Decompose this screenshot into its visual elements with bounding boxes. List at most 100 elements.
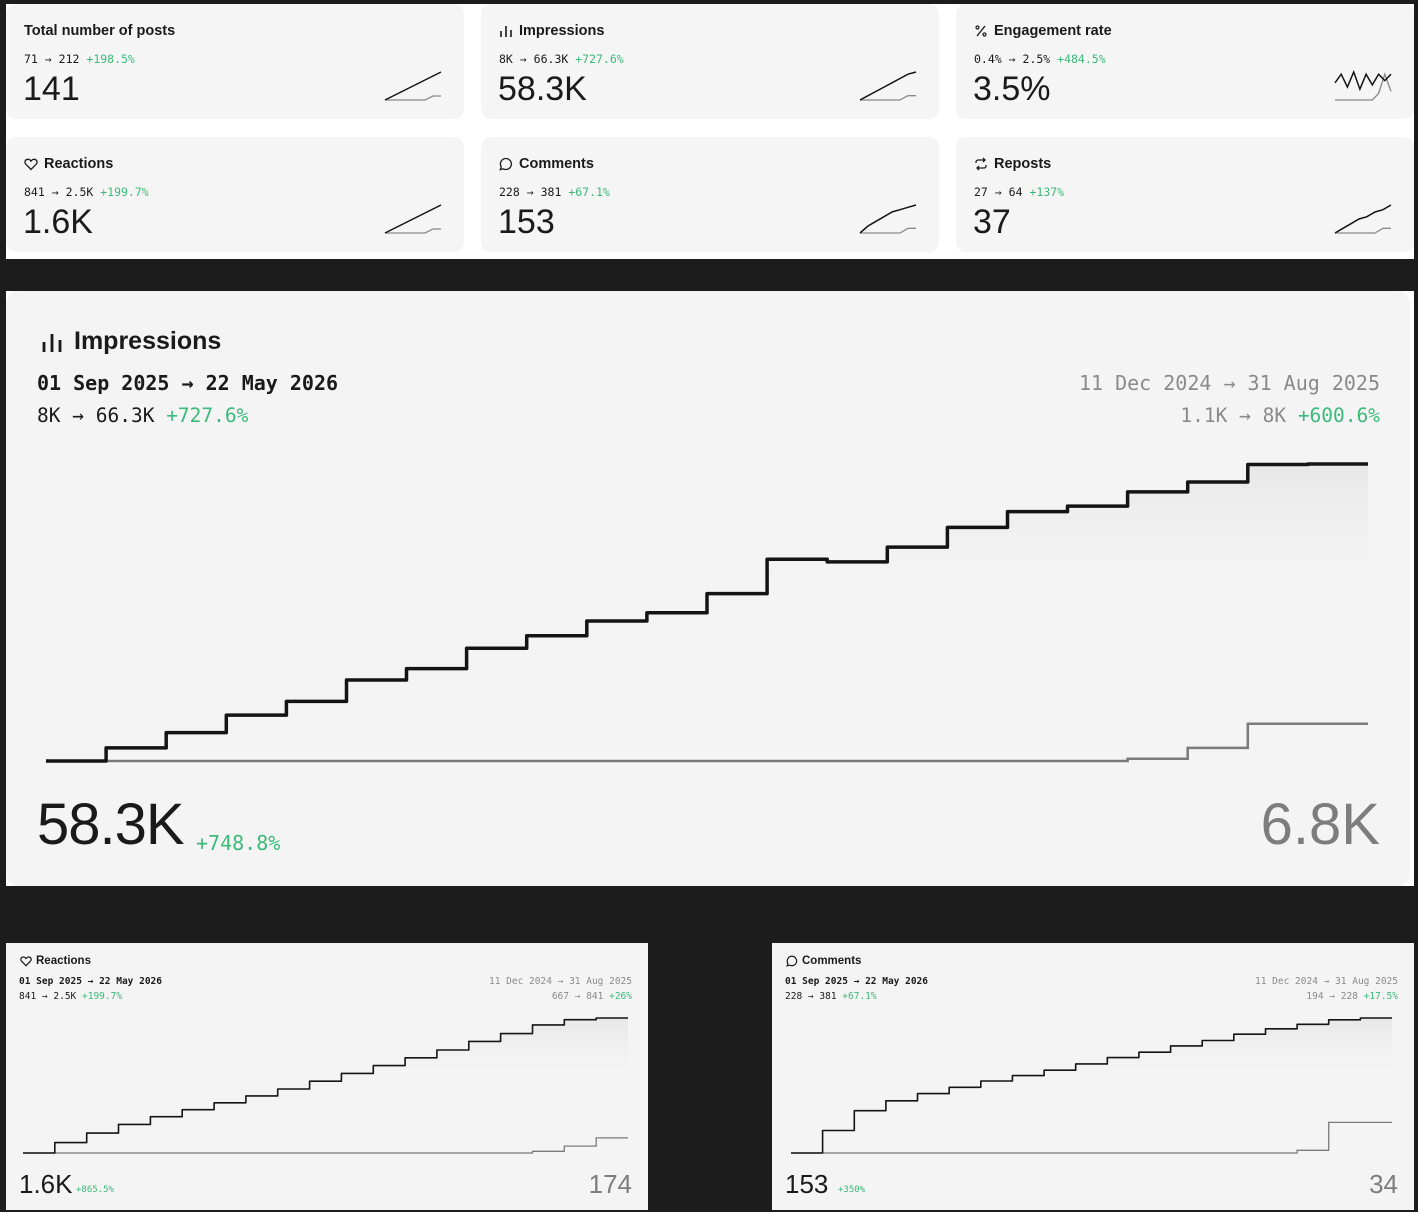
current-delta: 228 → 381 +67.1%: [785, 991, 877, 1002]
current-to: 66.3K: [95, 404, 155, 427]
stat-value: 3.5%: [973, 70, 1051, 108]
stat-value: 37: [973, 203, 1011, 241]
arrow-icon: →: [1008, 52, 1016, 66]
sparkline: [1334, 70, 1392, 101]
sparkline: [384, 71, 442, 101]
stat-card[interactable]: Comments 228 → 381 +67.1% 153: [481, 137, 939, 252]
chart-title-label: Comments: [802, 955, 862, 967]
stat-title: Total number of posts: [24, 23, 175, 39]
current-from: 8K: [37, 404, 61, 427]
stat-range: 841 → 2.5K +199.7%: [24, 185, 149, 199]
sparkline-current: [1334, 70, 1392, 92]
stat-card[interactable]: Engagement rate 0.4% → 2.5% +484.5% 3.5%: [956, 4, 1414, 119]
stat-from: 841: [24, 185, 45, 199]
total-change: +865.5%: [76, 1185, 114, 1195]
sparkline: [1334, 204, 1392, 234]
arrow-icon: →: [574, 991, 581, 1002]
stat-title: Comments: [499, 156, 594, 172]
sparkline: [859, 204, 917, 234]
arrow-icon: →: [41, 991, 48, 1002]
series-line-previous: [23, 1137, 628, 1154]
stat-range: 8K → 66.3K +727.6%: [499, 52, 624, 66]
stat-range: 27 → 64 +137%: [974, 185, 1064, 199]
previous-from: 194: [1306, 991, 1324, 1002]
stat-title-label: Impressions: [519, 23, 605, 39]
sparkline-previous: [860, 227, 916, 234]
stat-card[interactable]: Impressions 8K → 66.3K +727.6% 58.3K: [481, 4, 939, 119]
previous-range: 11 Dec 2024 → 31 Aug 2025: [489, 976, 632, 987]
stat-from: 0.4%: [974, 52, 1002, 66]
current-total: 1.6K: [19, 1169, 73, 1199]
current-delta: 8K → 66.3K +727.6%: [37, 404, 248, 427]
previous-total: 174: [588, 1169, 632, 1199]
percent-icon: [975, 25, 987, 37]
previous-range: 11 Dec 2024 → 31 Aug 2025: [1255, 976, 1398, 987]
previous-change: +26%: [609, 991, 632, 1002]
stat-to: 381: [540, 185, 562, 199]
sparkline-current: [859, 71, 917, 101]
repost-icon: [975, 157, 987, 171]
stat-from: 228: [499, 185, 520, 199]
comment-icon: [499, 157, 513, 171]
arrow-icon: →: [1239, 404, 1251, 427]
current-change: +199.7%: [82, 991, 123, 1002]
current-total: 58.3K: [37, 792, 185, 857]
arrow-icon: →: [519, 52, 527, 66]
impressions-chart-panel: Impressions 01 Sep 2025 → 22 May 2026 8K…: [6, 291, 1410, 886]
current-range: 01 Sep 2025 → 22 May 2026: [785, 976, 928, 987]
stat-card[interactable]: Reactions 841 → 2.5K +199.7% 1.6K: [6, 137, 464, 252]
arrow-icon: →: [44, 52, 52, 66]
stat-to: 212: [58, 52, 80, 66]
stat-from: 27: [974, 185, 988, 199]
comments-chart-card: Comments 01 Sep 2025 → 22 May 2026 228 →…: [772, 943, 1414, 1210]
sparkline-previous: [1335, 227, 1391, 234]
current-change: +67.1%: [842, 991, 877, 1002]
stat-card[interactable]: Reposts 27 → 64 +137% 37: [956, 137, 1414, 252]
previous-range: 11 Dec 2024 → 31 Aug 2025: [1078, 371, 1380, 395]
stat-from: 71: [24, 52, 38, 66]
current-change: +727.6%: [166, 404, 249, 427]
arrow-icon: →: [1329, 991, 1336, 1002]
series-line-previous: [46, 722, 1368, 763]
stat-card[interactable]: Total number of posts 71 → 212 +198.5% 1…: [6, 4, 464, 119]
chart-title: Reactions: [20, 955, 91, 967]
sparkline-current: [384, 71, 442, 101]
current-from: 841: [19, 991, 37, 1002]
impressions-line-chart: [46, 462, 1368, 763]
stat-range: 228 → 381 +67.1%: [499, 185, 610, 199]
previous-delta: 667 → 841 +26%: [552, 991, 632, 1002]
stat-to: 2.5%: [1022, 52, 1051, 66]
arrow-icon: →: [51, 185, 59, 199]
previous-to: 841: [586, 991, 604, 1002]
current-from: 228: [785, 991, 803, 1002]
stat-title-label: Reactions: [44, 156, 114, 172]
comment-icon: [786, 955, 798, 967]
previous-delta: 194 → 228 +17.5%: [1306, 991, 1398, 1002]
previous-total: 6.8K: [1260, 792, 1380, 857]
comments-line-chart: [791, 1017, 1392, 1154]
series-line-previous: [791, 1121, 1392, 1154]
series-line-current: [23, 1017, 628, 1154]
stat-title: Engagement rate: [974, 23, 1112, 39]
stat-to: 2.5K: [65, 185, 94, 199]
sparkline: [384, 204, 442, 234]
previous-to: 228: [1340, 991, 1358, 1002]
current-range: 01 Sep 2025 → 22 May 2026: [19, 976, 162, 987]
chart-title-label: Impressions: [74, 327, 222, 355]
series-area: [23, 1018, 628, 1153]
stat-value: 153: [498, 203, 555, 241]
heart-icon: [24, 158, 38, 171]
stat-range: 0.4% → 2.5% +484.5%: [974, 52, 1106, 66]
current-total: 153: [785, 1169, 829, 1199]
reactions-chart-card: Reactions 01 Sep 2025 → 22 May 2026 841 …: [6, 943, 648, 1210]
chart-title: Impressions: [40, 327, 221, 356]
sparkline-current: [384, 204, 442, 234]
current-to: 2.5K: [53, 991, 77, 1002]
sparkline-previous: [860, 95, 916, 101]
stat-to: 66.3K: [533, 52, 569, 66]
current-to: 381: [819, 991, 837, 1002]
stat-from: 8K: [499, 52, 513, 66]
heart-icon: [20, 956, 32, 967]
stat-range: 71 → 212 +198.5%: [24, 52, 135, 66]
sparkline-current: [1334, 204, 1392, 234]
